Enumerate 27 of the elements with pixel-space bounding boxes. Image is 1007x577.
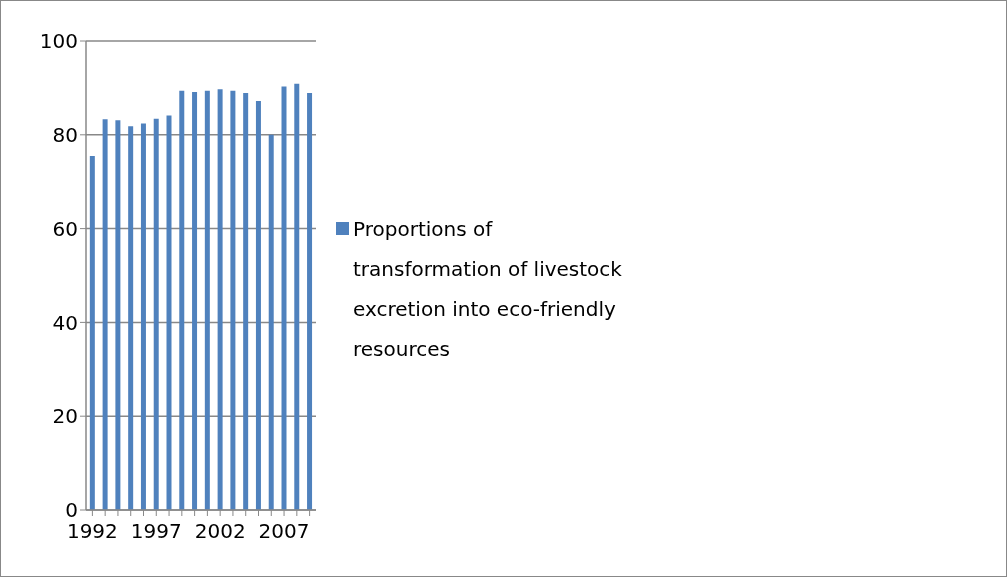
bar — [89, 155, 95, 510]
legend-label: Proportions of transformation of livestock excretion into eco-friendly resources — [353, 215, 623, 363]
bar — [217, 89, 223, 510]
bar — [115, 120, 121, 510]
x-tick-label: 1997 — [130, 519, 182, 544]
bar — [255, 101, 261, 510]
y-tick-label: 20 — [52, 404, 78, 429]
bar — [192, 92, 198, 510]
y-tick-label: 60 — [52, 216, 78, 241]
bar — [204, 90, 210, 510]
bar — [230, 90, 236, 510]
bar — [307, 93, 313, 510]
bar — [268, 134, 274, 510]
bar — [102, 119, 108, 510]
x-tick-label: 2007 — [258, 519, 310, 544]
y-tick-label: 80 — [52, 122, 78, 147]
x-tick-label: 2002 — [194, 519, 246, 544]
bar — [294, 83, 300, 510]
bar — [128, 126, 134, 510]
bar — [179, 90, 185, 510]
bar — [281, 86, 287, 510]
bar — [166, 115, 172, 510]
y-tick-label: 40 — [52, 310, 78, 335]
bar — [140, 123, 146, 510]
bar — [243, 93, 249, 510]
bar — [153, 118, 159, 510]
y-tick-label: 100 — [39, 29, 78, 54]
